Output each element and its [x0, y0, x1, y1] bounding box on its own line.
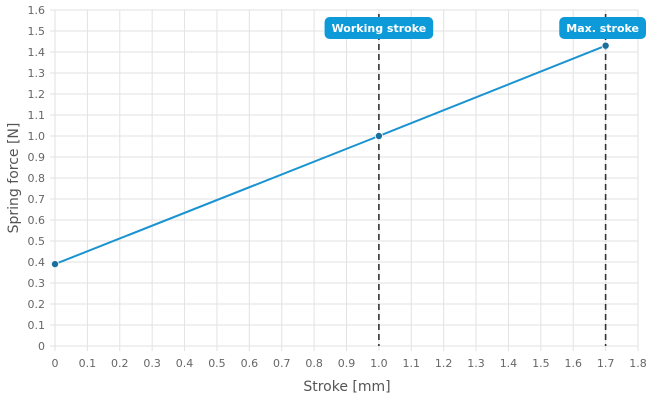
y-tick-label: 0.2 [28, 298, 46, 311]
y-tick-label: 1.1 [28, 109, 46, 122]
y-tick-label: 0.5 [28, 235, 46, 248]
x-tick-label: 1.4 [500, 357, 518, 370]
x-tick-label: 1.6 [564, 357, 582, 370]
x-axis-ticks: 0 0.1 0.2 0.3 0.4 0.5 0.6 0.7 0.8 0.9 1.0 1.1 1.2 1.3… [52, 357, 647, 370]
x-tick-label: 0.1 [79, 357, 97, 370]
x-tick-label: 1.8 [629, 357, 647, 370]
data-point [601, 41, 610, 50]
x-tick-label: 0.4 [176, 357, 194, 370]
callout-box [559, 17, 646, 39]
x-tick-label: 1.5 [532, 357, 550, 370]
force-series-line [54, 44, 606, 266]
callout-box [324, 17, 434, 39]
y-tick-label: 0.9 [28, 151, 46, 164]
y-tick-label: 1.2 [28, 88, 46, 101]
callout-label: Working stroke [324, 17, 434, 39]
callout-text: Max. stroke [566, 22, 639, 35]
y-axis-title: Spring force [N] [6, 123, 22, 234]
stroke-guide-lines [378, 14, 607, 346]
y-tick-label: 1.4 [28, 46, 46, 59]
series [51, 41, 610, 269]
y-tick-label: 0.6 [28, 214, 46, 227]
x-tick-label: 0.7 [273, 357, 291, 370]
y-axis-ticks: 0 0.1 0.2 0.3 0.4 0.5 0.6 0.7 0.8 0.9 1.0 1.1 1.2 1.3… [28, 4, 46, 353]
y-tick-label: 0.1 [28, 319, 46, 332]
callout-text: Working stroke [332, 22, 427, 35]
y-tick-label: 0.8 [28, 172, 46, 185]
y-tick-label: 0.7 [28, 193, 46, 206]
x-axis-title: Stroke [mm] [303, 379, 390, 395]
x-tick-label: 0.3 [143, 357, 161, 370]
x-tick-label: 1.7 [597, 357, 615, 370]
x-tick-label: 0 [52, 357, 59, 370]
data-point [51, 260, 60, 269]
x-tick-label: 0.9 [338, 357, 356, 370]
y-tick-label: 0.4 [28, 256, 46, 269]
y-tick-label: 1.6 [28, 4, 46, 17]
y-tick-label: 1.0 [28, 130, 46, 143]
y-tick-label: 0 [38, 340, 45, 353]
x-tick-label: 1.0 [370, 357, 388, 370]
data-point [374, 131, 383, 140]
x-tick-label: 1.3 [467, 357, 485, 370]
x-tick-label: 0.5 [208, 357, 226, 370]
y-tick-label: 0.3 [28, 277, 46, 290]
x-tick-label: 0.6 [241, 357, 259, 370]
callouts: Working stroke Max. stroke [324, 17, 646, 39]
x-tick-label: 0.2 [111, 357, 129, 370]
x-tick-label: 0.8 [305, 357, 323, 370]
x-tick-label: 1.1 [403, 357, 421, 370]
grid [50, 9, 639, 351]
callout-label: Max. stroke [559, 17, 646, 39]
y-tick-label: 1.5 [28, 25, 46, 38]
x-tick-label: 1.2 [435, 357, 453, 370]
y-tick-label: 1.3 [28, 67, 46, 80]
